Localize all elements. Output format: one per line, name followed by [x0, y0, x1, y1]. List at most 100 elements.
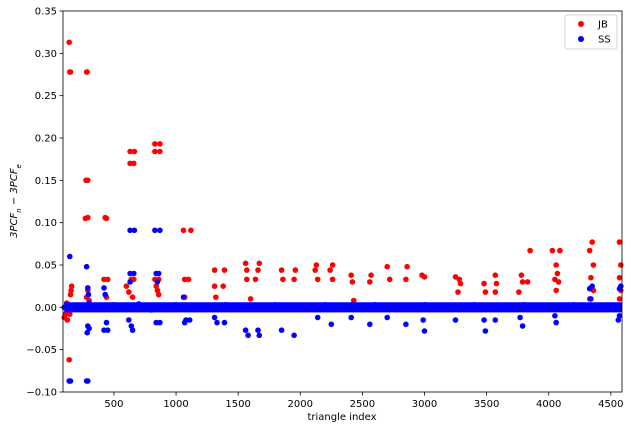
point-jb-98 [553, 287, 559, 294]
point-jb-14 [67, 311, 73, 317]
point-ss-10 [85, 323, 91, 329]
point-jb-109 [616, 296, 623, 302]
point-jb-67 [348, 272, 355, 279]
point-jb-64 [327, 267, 333, 273]
point-jb-82 [481, 280, 487, 287]
point-jb-50 [242, 260, 249, 267]
plot-frame [62, 10, 623, 393]
point-ss-0 [67, 253, 73, 260]
point-ss-27 [155, 270, 162, 277]
point-ss-54 [482, 328, 489, 334]
point-ss-21 [129, 327, 136, 334]
y-axis-label-part-0: 3PCF [9, 213, 20, 238]
point-jb-72 [384, 263, 391, 270]
point-jb-62 [329, 262, 336, 268]
point-ss-56 [517, 314, 523, 321]
point-jb-24 [131, 148, 138, 155]
point-jb-97 [555, 279, 562, 285]
point-ss-6 [85, 285, 91, 291]
point-jb-8 [85, 214, 91, 221]
x-tick-label-2: 1500 [225, 399, 250, 410]
point-jb-68 [368, 272, 374, 279]
point-jb-30 [126, 289, 132, 295]
point-jb-63 [312, 267, 319, 273]
point-ss-31 [180, 294, 187, 301]
y-axis-label-part-3: e [15, 164, 23, 168]
point-jb-88 [527, 247, 533, 254]
y-tick-label-6: 0.20 [35, 134, 57, 145]
point-jb-46 [221, 267, 228, 273]
y-tick-label-7: 0.25 [35, 91, 57, 102]
point-ss-51 [421, 328, 428, 334]
point-jb-81 [455, 289, 461, 295]
point-jb-34 [157, 148, 163, 155]
point-jb-102 [588, 274, 594, 281]
point-ss-62 [588, 296, 594, 302]
point-ss-48 [384, 314, 391, 321]
point-ss-25 [157, 227, 163, 234]
point-jb-91 [519, 279, 526, 285]
point-jb-85 [492, 289, 499, 295]
point-ss-15 [101, 327, 107, 334]
point-jb-99 [586, 247, 593, 254]
legend: JB SS [564, 14, 618, 50]
point-jb-73 [404, 263, 410, 270]
point-ss-19 [131, 270, 137, 277]
point-ss-9 [84, 329, 90, 336]
y-tick-label-8: 0.30 [35, 49, 57, 60]
point-jb-33 [152, 148, 158, 155]
point-ss-57 [519, 323, 526, 329]
point-jb-106 [618, 262, 624, 268]
point-ss-38 [242, 327, 249, 334]
point-jb-95 [554, 270, 561, 277]
point-ss-39 [245, 332, 251, 339]
point-ss-58 [552, 313, 558, 319]
point-jb-40 [180, 227, 187, 234]
point-ss-33 [186, 317, 193, 323]
point-jb-43 [185, 276, 192, 283]
point-ss-30 [157, 319, 163, 326]
point-ss-36 [214, 319, 220, 326]
point-jb-58 [292, 267, 299, 273]
point-ss-7 [85, 291, 92, 298]
point-ss-17 [131, 227, 138, 234]
point-ss-61 [589, 283, 595, 290]
x-tick-label-7: 4000 [536, 399, 561, 410]
point-jb-32 [157, 141, 163, 147]
point-ss-5 [83, 263, 90, 270]
point-jb-27 [129, 294, 136, 301]
x-tick-label-5: 3000 [412, 399, 437, 410]
x-tick-label-1: 1000 [163, 399, 188, 410]
point-jb-56 [247, 296, 254, 302]
point-jb-55 [252, 276, 259, 283]
point-jb-84 [493, 280, 500, 287]
point-ss-43 [291, 332, 297, 339]
point-jb-59 [280, 276, 286, 283]
point-jb-89 [524, 279, 531, 285]
point-ss-59 [553, 319, 559, 326]
point-jb-41 [188, 227, 194, 234]
point-jb-48 [220, 283, 226, 290]
series-ss [61, 227, 624, 384]
legend-box [564, 14, 618, 50]
y-tick-label-0: −0.10 [26, 388, 57, 399]
point-jb-4 [84, 69, 90, 75]
point-jb-10 [103, 215, 110, 222]
point-jb-53 [255, 267, 261, 273]
point-jb-90 [516, 289, 522, 295]
point-jb-13 [68, 283, 75, 290]
point-jb-15 [66, 357, 72, 363]
y-tick-label-2: 0.00 [35, 303, 57, 314]
point-jb-71 [350, 297, 357, 304]
point-jb-20 [104, 276, 111, 283]
x-axis-label: triangle index [307, 412, 376, 423]
point-jb-101 [590, 262, 597, 268]
point-jb-23 [127, 148, 133, 155]
point-jb-60 [291, 276, 297, 283]
x-tick-label-6: 3500 [474, 399, 499, 410]
point-jb-92 [549, 247, 556, 254]
y-tick-label-4: 0.10 [35, 218, 57, 229]
point-jb-57 [278, 267, 285, 273]
